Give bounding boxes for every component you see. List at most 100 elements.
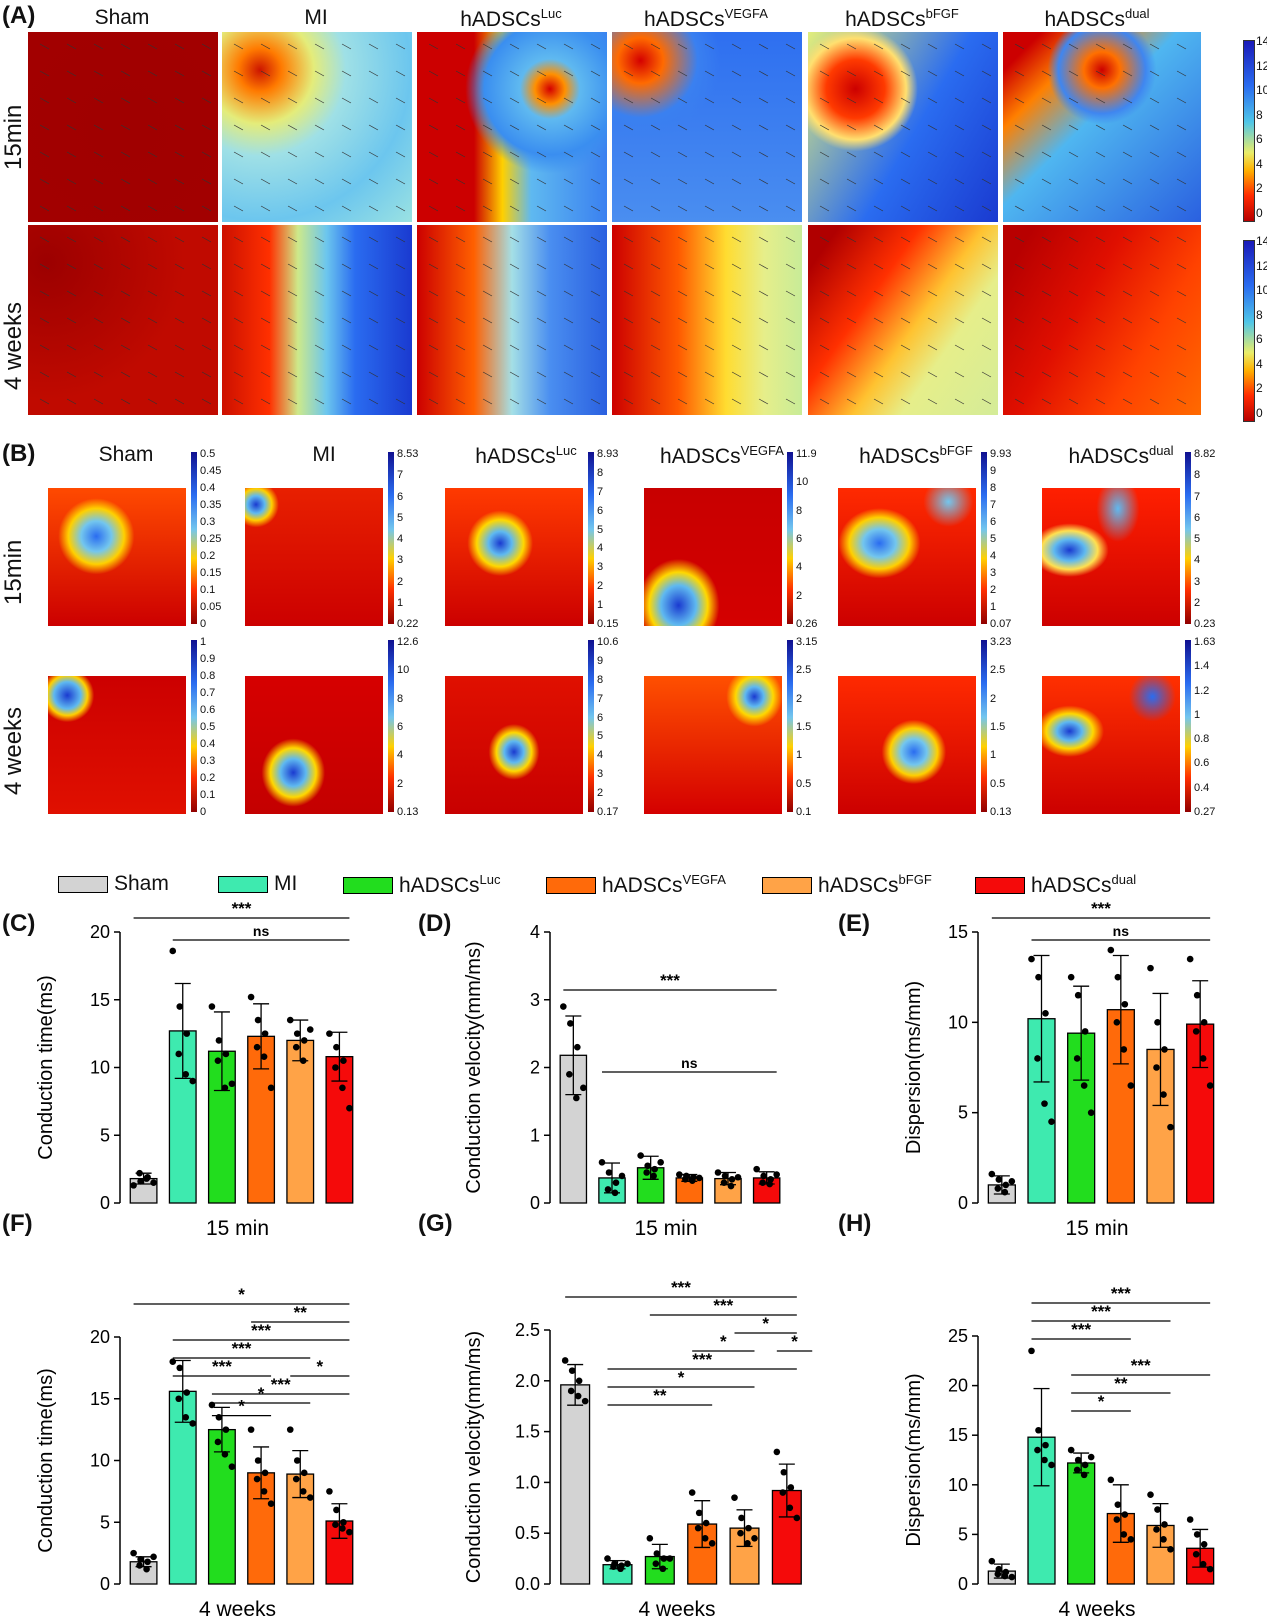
vector-arrow	[846, 398, 857, 405]
vector-arrow	[563, 70, 574, 77]
vector-arrow	[509, 43, 520, 50]
data-point	[175, 1395, 183, 1403]
vector-arrow	[120, 398, 131, 405]
vector-arrow	[174, 263, 185, 270]
vector-arrow	[147, 371, 158, 378]
data-point	[1114, 1501, 1122, 1508]
data-point	[130, 1549, 137, 1557]
colorbar-tick-label: 4	[1194, 554, 1201, 567]
legend-item: MI	[218, 872, 297, 896]
y-tick-label: 2.0	[515, 1371, 540, 1391]
vector-arrow	[93, 236, 104, 243]
data-point	[994, 1185, 1002, 1192]
vector-arrow	[677, 398, 688, 405]
colorbar-tick-label: 12	[1256, 58, 1267, 73]
data-point	[1008, 1178, 1016, 1185]
legend-swatch	[762, 876, 812, 894]
data-point	[567, 1020, 574, 1027]
panel-label-f: (F)	[2, 1210, 33, 1237]
vector-arrow	[455, 97, 466, 104]
vector-arrow	[623, 371, 634, 378]
data-point	[580, 1084, 587, 1092]
vector-arrow	[819, 344, 830, 351]
vector-arrow	[1041, 344, 1052, 351]
vector-arrow	[873, 151, 884, 158]
vector-arrow	[260, 205, 271, 212]
data-point	[618, 1562, 625, 1570]
data-point	[1107, 1476, 1115, 1484]
vector-arrow	[368, 236, 379, 243]
dispersion-colorbar	[388, 640, 394, 812]
vector-arrow	[954, 317, 965, 324]
vector-arrow	[482, 97, 493, 104]
vector-arrow	[314, 124, 325, 131]
significance-label: ***	[232, 1339, 252, 1358]
data-point	[568, 1367, 576, 1374]
vector-arrow	[536, 124, 547, 131]
vector-arrow	[1095, 70, 1106, 77]
dispersion-map-mi-15min	[245, 488, 383, 626]
data-point	[340, 1518, 347, 1526]
colorbar-tick-label: 0.5	[796, 777, 812, 790]
vector-arrow	[509, 151, 520, 158]
colorbar-tick-label: 0.4	[1194, 781, 1210, 794]
vector-arrow	[1176, 371, 1187, 378]
vector-arrow	[758, 178, 769, 185]
dispersion-colorbar	[1185, 640, 1191, 812]
vector-arrow	[927, 43, 938, 50]
vector-arrow	[731, 344, 742, 351]
dispersion-colorbar	[787, 452, 793, 624]
vector-arrow	[368, 317, 379, 324]
bar	[987, 1184, 1016, 1204]
legend-label: Sham	[114, 872, 169, 896]
data-point	[786, 1504, 794, 1512]
data-point	[1074, 991, 1082, 999]
vector-arrow	[1068, 205, 1079, 212]
data-point	[643, 1169, 650, 1176]
data-point	[137, 1556, 144, 1563]
vector-arrow	[341, 178, 352, 185]
vector-arrow	[428, 124, 439, 131]
vector-arrow	[147, 263, 158, 270]
data-point	[604, 1555, 611, 1562]
data-point	[1186, 955, 1194, 963]
vector-arrow	[900, 178, 911, 185]
colorbar-tick-label: 1	[796, 749, 803, 762]
vector-arrow	[1122, 205, 1133, 212]
vector-arrow	[563, 263, 574, 270]
vector-arrow	[927, 263, 938, 270]
colorbar-tick-label: 1	[597, 599, 604, 612]
data-point	[744, 1540, 751, 1547]
colorbar-tick-label: 2	[597, 580, 604, 593]
data-point	[694, 1524, 702, 1532]
vector-arrow	[650, 290, 661, 297]
vector-arrow	[368, 398, 379, 405]
vector-arrow	[39, 263, 50, 270]
vector-arrow	[536, 151, 547, 158]
vector-arrow	[873, 344, 884, 351]
y-tick-label: 0	[958, 1574, 968, 1594]
vector-arrow	[93, 151, 104, 158]
vector-arrow	[1014, 43, 1025, 50]
group-name: hADSCs	[1044, 8, 1125, 31]
x-axis-label: 4 weeks	[199, 1598, 276, 1621]
vector-arrow	[174, 151, 185, 158]
vector-arrow	[1176, 97, 1187, 104]
data-point	[247, 993, 255, 1001]
data-point	[1160, 1536, 1167, 1543]
x-axis-label: 4 weeks	[638, 1598, 715, 1621]
vector-arrow	[120, 344, 131, 351]
vector-arrow	[981, 124, 992, 131]
vector-arrow	[395, 317, 406, 324]
colorbar-tick-label: 0.45	[200, 465, 222, 477]
bar	[247, 1472, 276, 1585]
significance-label: *	[762, 1314, 769, 1333]
data-point	[1035, 973, 1042, 981]
colorbar-tick-label: 1	[1194, 708, 1201, 721]
vector-arrow	[536, 97, 547, 104]
vector-arrow	[314, 43, 325, 50]
vector-arrow	[704, 178, 715, 185]
vector-arrow	[455, 263, 466, 270]
vector-arrow	[704, 70, 715, 77]
vector-arrow	[147, 97, 158, 104]
